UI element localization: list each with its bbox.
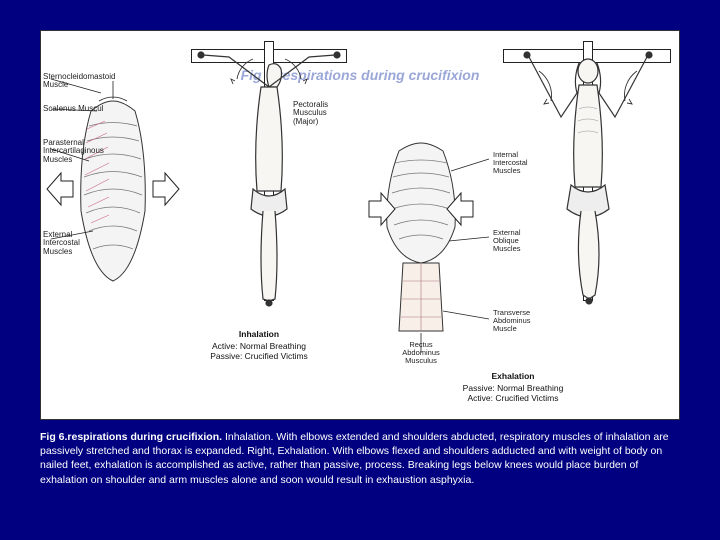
inhalation-caption: Inhalation Active: Normal Breathing Pass… [129, 329, 389, 361]
inhalation-sub2: Passive: Crucified Victims [210, 351, 308, 361]
exhalation-caption: Exhalation Passive: Normal Breathing Act… [373, 371, 653, 403]
exhalation-sub1: Passive: Normal Breathing [463, 383, 564, 393]
label-parasternal: ParasternalIntercartilaginousMuscles [43, 139, 104, 164]
label-external-intercostal: ExternalIntercostalMuscles [43, 231, 80, 256]
label-scalenus: Scalenus Muscul [43, 105, 103, 113]
inhalation-figure: PectoralisMusculus(Major) Inhalation Act… [189, 31, 349, 419]
inhalation-body-svg [189, 31, 349, 331]
exhalation-anatomy: RectusAbdominusMusculus [351, 31, 491, 419]
label-internal-intercostal: InternalIntercostalMuscles [493, 151, 528, 175]
label-sternocleidomastoid: SternocleidomastoidMuscle [43, 73, 115, 90]
label-rectus-abdominus: RectusAbdominusMusculus [391, 341, 451, 365]
exhalation-figure: InternalIntercostalMuscles ExternalObliq… [493, 31, 681, 419]
figure-panel: Fig 6.respirations during crucifixion [40, 30, 680, 420]
inhalation-heading: Inhalation [129, 329, 389, 339]
exhalation-heading: Exhalation [373, 371, 653, 381]
label-pectoralis: PectoralisMusculus(Major) [293, 101, 328, 126]
exhalation-sub2: Active: Crucified Victims [467, 393, 558, 403]
slide-caption: Fig 6.respirations during crucifixion. I… [40, 430, 680, 487]
inhalation-anatomy-svg [41, 71, 186, 371]
inhalation-sub1: Active: Normal Breathing [212, 341, 306, 351]
label-transverse-abdominus: TransverseAbdominusMuscle [493, 309, 531, 333]
caption-bold: Fig 6.respirations during crucifixion. [40, 431, 222, 443]
label-external-oblique: ExternalObliqueMuscles [493, 229, 521, 253]
exhalation-body-svg [493, 31, 681, 331]
